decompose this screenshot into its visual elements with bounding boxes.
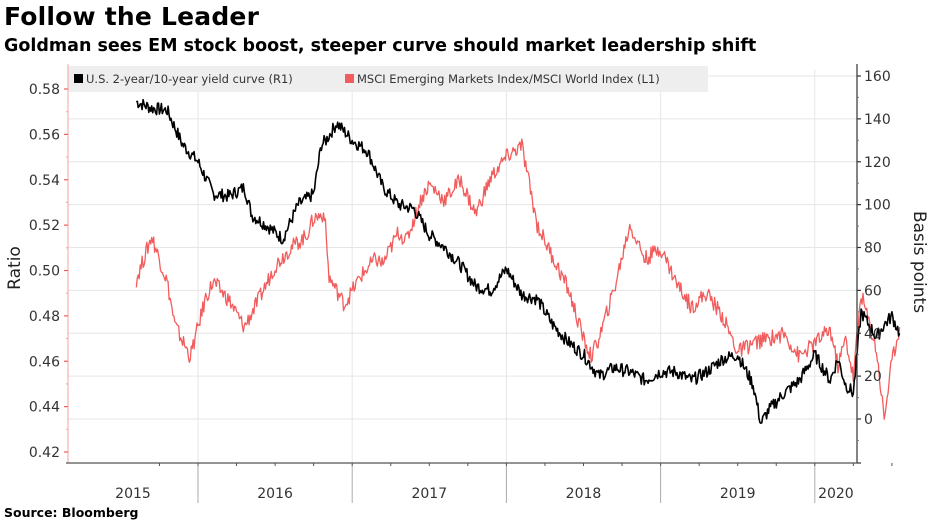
chart-title: Follow the Leader xyxy=(4,2,260,31)
x-axis-year-label: 2018 xyxy=(566,486,602,502)
x-axis-year-label: 2016 xyxy=(257,486,293,502)
left-axis-tick-label: 0.50 xyxy=(29,264,60,280)
x-axis-year-label: 2015 xyxy=(115,486,151,502)
legend-background xyxy=(68,66,708,92)
left-axis-tick-label: 0.58 xyxy=(29,82,60,98)
right-axis-tick-label: 160 xyxy=(864,69,891,85)
x-axis-year-label: 2020 xyxy=(818,486,854,502)
left-axis-tick-label: 0.52 xyxy=(29,218,60,234)
x-axis-year-label: 2017 xyxy=(411,486,447,502)
left-axis-title: Ratio xyxy=(5,246,25,290)
right-axis-tick-label: 80 xyxy=(864,241,882,257)
right-axis: 0 20 40 60 80 100 120 140 160 xyxy=(856,64,891,464)
legend-swatch-yield-curve xyxy=(74,74,83,83)
right-axis-tick-label: 60 xyxy=(864,283,882,299)
x-axis: 2015 2016 2017 2018 2019 2020 xyxy=(66,462,893,502)
legend-label-msci-ratio: MSCI Emerging Markets Index/MSCI World I… xyxy=(357,72,660,86)
right-axis-tick-label: 140 xyxy=(864,112,891,128)
right-axis-tick-label: 40 xyxy=(864,326,882,342)
right-axis-title: Basis points xyxy=(909,211,929,313)
right-axis-tick-label: 0 xyxy=(864,412,873,428)
left-axis-tick-label: 0.56 xyxy=(29,127,60,143)
right-axis-tick-label: 100 xyxy=(864,198,891,214)
left-axis-tick-label: 0.44 xyxy=(29,400,60,416)
legend-label-yield-curve: U.S. 2-year/10-year yield curve (R1) xyxy=(86,72,293,86)
source-note: Source: Bloomberg xyxy=(4,505,139,520)
chart-subtitle: Goldman sees EM stock boost, steeper cur… xyxy=(4,36,757,56)
series-line-yield-curve xyxy=(135,98,901,424)
right-axis-tick-label: 120 xyxy=(864,155,891,171)
left-axis-tick-label: 0.42 xyxy=(29,445,60,461)
left-axis-tick-label: 0.48 xyxy=(29,309,60,325)
series-group xyxy=(135,98,901,424)
left-axis: 0.42 0.44 0.46 0.48 0.50 0.52 0.54 0.56 0.58 xyxy=(29,64,69,463)
year-dividers xyxy=(197,463,816,503)
legend: U.S. 2-year/10-year yield curve (R1) MSC… xyxy=(68,66,708,92)
left-axis-tick-label: 0.46 xyxy=(29,354,60,370)
series-line-msci-ratio xyxy=(135,138,901,420)
left-axis-tick-label: 0.54 xyxy=(29,173,60,189)
right-axis-tick-label: 20 xyxy=(864,369,882,385)
x-axis-year-label: 2019 xyxy=(720,486,756,502)
legend-swatch-msci-ratio xyxy=(345,74,354,83)
